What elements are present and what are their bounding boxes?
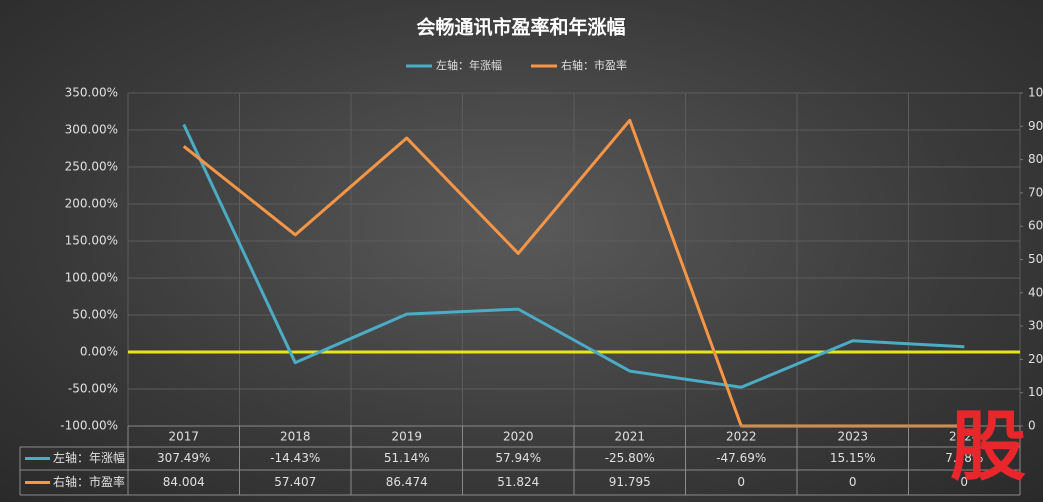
y-tick-label: -100.00% [60,419,118,433]
y-tick-label: 350.00% [65,86,118,100]
legend-label: 右轴：市盈率 [561,58,627,72]
x-tick-label: 2023 [837,430,868,444]
y2-tick-label: 90 [1028,119,1043,133]
y-tick-label: -50.00% [68,382,118,396]
table-series-name: 右轴：市盈率 [53,474,125,489]
table-cell: 0 [849,475,857,489]
table-cell: 84.004 [163,475,205,489]
table-cell: 51.14% [384,451,430,465]
y2-tick-label: 50 [1028,252,1043,266]
y2-tick-label: 20 [1028,352,1043,366]
table-cell: 57.407 [274,475,316,489]
y-tick-label: 0.00% [80,345,118,359]
x-tick-label: 2022 [726,430,757,444]
y-tick-label: 50.00% [72,308,118,322]
table-cell: -14.43% [270,451,320,465]
table-cell: 0 [960,475,968,489]
table-cell: 7.08% [945,451,983,465]
y-tick-label: 100.00% [65,271,118,285]
watermark: 股 [950,402,1026,491]
table-cell: 307.49% [157,451,210,465]
y-tick-label: 250.00% [65,160,118,174]
y2-tick-label: 60 [1028,219,1043,233]
table-cell: -47.69% [716,451,766,465]
table-cell: 57.94% [495,451,541,465]
table-series-name: 左轴：年涨幅 [53,450,125,465]
x-tick-label: 2024 [949,430,980,444]
y2-tick-label: 40 [1028,285,1043,299]
y-tick-label: 200.00% [65,197,118,211]
x-tick-label: 2017 [168,430,199,444]
table-cell: 91.795 [609,475,651,489]
y-tick-label: 300.00% [65,123,118,137]
y2-tick-label: 30 [1028,319,1043,333]
table-cell: 15.15% [830,451,876,465]
y2-tick-label: 10 [1028,385,1043,399]
series-line [182,123,965,389]
y2-tick-label: 0 [1028,419,1036,433]
legend-label: 左轴：年涨幅 [436,58,502,72]
y2-tick-label: 70 [1028,185,1043,199]
y2-tick-label: 80 [1028,152,1043,166]
x-tick-label: 2018 [280,430,311,444]
table-cell: 51.824 [497,475,539,489]
y2-tick-label: 100 [1028,86,1043,100]
x-tick-label: 2020 [503,430,534,444]
x-tick-label: 2021 [614,430,645,444]
table-cell: 86.474 [386,475,428,489]
table-cell: 0 [737,475,745,489]
chart-title: 会畅通讯市盈率和年涨幅 [416,16,625,39]
table-cell: -25.80% [605,451,655,465]
x-tick-label: 2019 [391,430,422,444]
y-tick-label: 150.00% [65,234,118,248]
